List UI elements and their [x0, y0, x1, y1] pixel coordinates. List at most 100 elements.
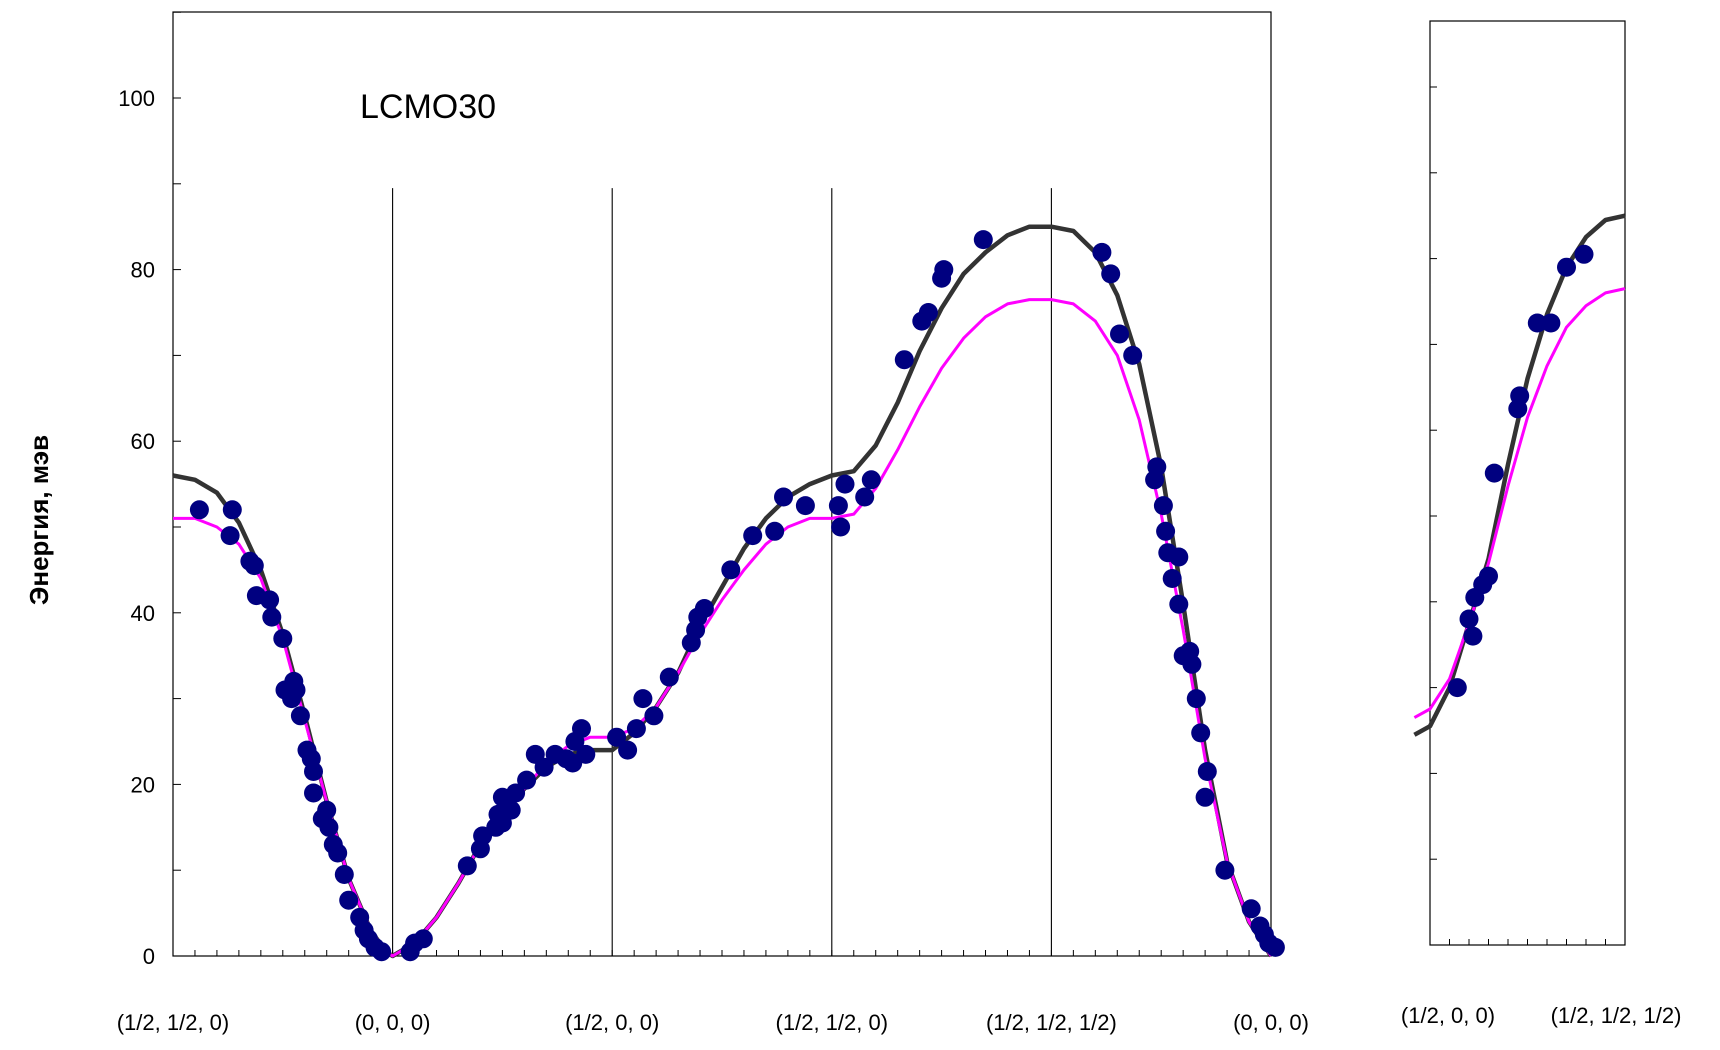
data-point [633, 689, 653, 709]
data-point [317, 800, 337, 820]
main-y-axis: 0 20 40 60 80 100 [118, 11, 181, 969]
data-point [189, 500, 209, 520]
inset-data-point [1557, 257, 1576, 277]
inset-data-point [1574, 244, 1594, 264]
inset-data-point [1463, 626, 1483, 646]
data-point [934, 260, 954, 280]
data-point [222, 500, 242, 520]
data-point [644, 706, 664, 726]
data-point [304, 762, 323, 781]
data-point [1195, 787, 1215, 807]
data-point [273, 629, 293, 648]
inset-series-lines [1413, 213, 1626, 737]
inset-axes: (1/2, 0, 0) (1/2, 1/2, 1/2) [1401, 86, 1682, 1028]
data-point [534, 757, 554, 777]
data-point [861, 470, 881, 490]
x-tick-label: (1/2, 1/2, 1/2) [986, 1010, 1117, 1035]
inset-data-point [1479, 566, 1498, 586]
inset-series-line-1 [1413, 213, 1626, 737]
data-point [1156, 521, 1176, 541]
data-point [334, 865, 354, 884]
series-line-2 [173, 298, 1273, 958]
data-point [1169, 547, 1189, 567]
data-point [506, 783, 526, 803]
data-point [457, 856, 477, 876]
data-point [1162, 569, 1182, 588]
data-point [576, 744, 596, 764]
y-axis-label: Энергия, мэв [24, 435, 54, 605]
data-point [774, 487, 793, 507]
data-point [1123, 345, 1143, 365]
y-tick-label: 20 [131, 772, 155, 797]
data-point [765, 521, 785, 541]
data-point [572, 719, 591, 739]
y-tick-label: 40 [131, 601, 155, 626]
data-point [694, 599, 714, 618]
data-point [339, 890, 359, 910]
data-point [286, 680, 306, 700]
inset-data-point [1541, 313, 1561, 333]
inset-data-point [1510, 386, 1530, 406]
data-point [1092, 242, 1112, 262]
y-tick-label: 80 [131, 258, 155, 283]
data-point [1153, 496, 1173, 516]
x-tick-label: (1/2, 1/2, 0) [117, 1010, 230, 1035]
x-tick-label: (1/2, 0, 0) [565, 1010, 659, 1035]
data-point [1197, 762, 1217, 781]
data-point [659, 667, 679, 687]
inset-data-point [1459, 609, 1479, 629]
main-x-axis: (1/2, 1/2, 0) (0, 0, 0) (1/2, 0, 0) (1/2, 1… [117, 950, 1309, 1035]
inset-data-point [1484, 463, 1504, 483]
data-point [855, 487, 875, 507]
data-point [1101, 264, 1121, 284]
data-point [220, 526, 240, 546]
data-point [618, 740, 638, 760]
inset-data-point [1527, 313, 1547, 333]
x-tick-label: (0, 0, 0) [1233, 1010, 1309, 1035]
inset-data-point [1447, 678, 1467, 698]
data-point [973, 230, 993, 250]
data-point [262, 607, 282, 627]
data-point [835, 474, 855, 494]
inset-series-points [1447, 244, 1594, 698]
data-point [1241, 899, 1261, 919]
inset-x-tick-label: (1/2, 1/2, 1/2) [1551, 1003, 1682, 1028]
data-point [1169, 594, 1189, 614]
data-point [743, 526, 763, 546]
segment-dividers [392, 188, 1052, 956]
data-point [260, 590, 280, 610]
x-tick-label: (1/2, 1/2, 0) [776, 1010, 889, 1035]
main-plot-frame [172, 11, 1272, 957]
data-point [894, 350, 914, 370]
data-point [413, 929, 433, 949]
y-tick-label: 100 [118, 86, 155, 111]
data-point [1182, 654, 1202, 674]
data-point [290, 706, 310, 726]
data-point [607, 727, 627, 747]
data-point [626, 719, 646, 739]
y-tick-label: 0 [143, 944, 155, 969]
inset-series-line-2 [1413, 287, 1626, 719]
data-point [328, 843, 348, 863]
data-point [1191, 723, 1211, 743]
inset-plot-frame [1429, 20, 1626, 946]
data-point [721, 560, 741, 580]
data-point [831, 517, 851, 537]
data-point [1215, 860, 1235, 880]
data-point [517, 770, 537, 790]
data-point [918, 303, 938, 322]
data-point [244, 556, 264, 576]
x-tick-label: (0, 0, 0) [355, 1010, 431, 1035]
main-series-points [189, 230, 1285, 962]
data-point [319, 817, 339, 837]
data-point [828, 496, 848, 516]
data-point [795, 496, 815, 516]
data-point [1265, 937, 1285, 957]
data-point [1110, 324, 1129, 344]
data-point [304, 783, 323, 803]
y-tick-label: 60 [131, 429, 155, 454]
inset-x-tick-label: (1/2, 0, 0) [1401, 1003, 1495, 1028]
data-point [372, 942, 392, 962]
